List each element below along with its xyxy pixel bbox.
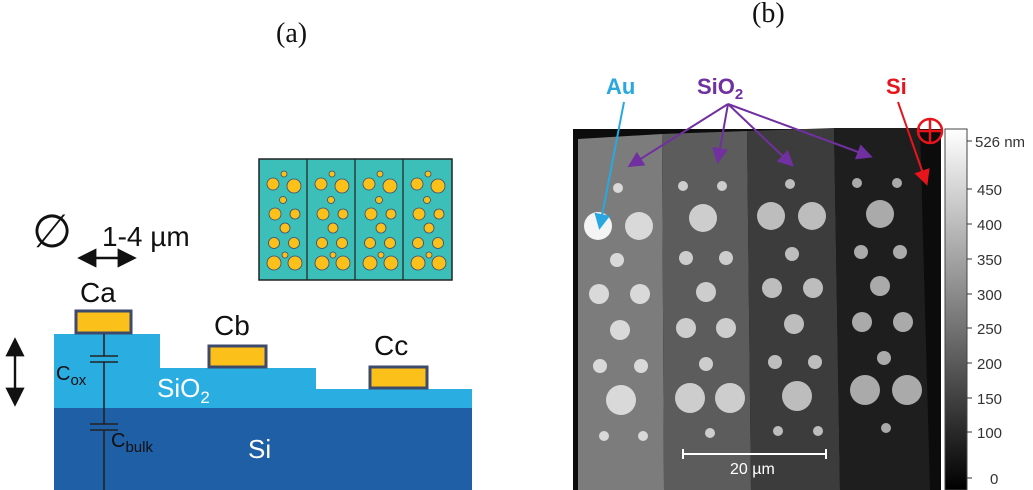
- sio2-label: SiO2: [697, 74, 743, 103]
- colorbar-tick-label: 400: [977, 217, 1002, 234]
- colorbar-tick-label: 526 nm: [975, 134, 1025, 151]
- au-arrow: [594, 101, 625, 230]
- afm-image: [573, 128, 941, 490]
- colorbar-tick-label: 350: [977, 252, 1002, 269]
- colorbar-tick-label: 450: [977, 182, 1002, 199]
- colorbar-tick-label: 100: [977, 425, 1002, 442]
- size-range-label: 1-4 µm: [102, 221, 190, 252]
- pad-cc: [368, 365, 429, 390]
- pad-label-cc: Cc: [374, 330, 408, 361]
- oxide-label: SiO2: [157, 373, 210, 407]
- cbulk-label: Cbulk: [111, 430, 153, 456]
- pad-ca: [74, 309, 133, 335]
- crosshair-circle-icon: [916, 117, 944, 145]
- pad-label-cb: Cb: [214, 310, 250, 341]
- colorbar: [944, 128, 968, 490]
- inset-pattern: [258, 158, 453, 281]
- colorbar-tick-label: 150: [977, 391, 1002, 408]
- si-label: Si: [886, 74, 907, 99]
- capacitor-circuit: [90, 334, 118, 490]
- diameter-icon: ∅: [32, 205, 72, 257]
- scale-bar-label: 20 µm: [730, 461, 775, 478]
- si-arrow: [897, 101, 930, 186]
- colorbar-ticks: [967, 140, 972, 479]
- colorbar-tick-label: 200: [977, 356, 1002, 373]
- substrate-label: Si: [248, 434, 271, 464]
- panel-b-label: (b): [752, 0, 785, 29]
- device-cross-section: [54, 334, 472, 490]
- colorbar-tick-label: 300: [977, 287, 1002, 304]
- panel-a-label: (a): [276, 18, 307, 49]
- sio2-arrows: [627, 103, 873, 168]
- colorbar-tick-label: 250: [977, 321, 1002, 338]
- cox-label: Cox: [56, 363, 87, 389]
- pad-label-ca: Ca: [80, 277, 116, 308]
- au-label: Au: [606, 74, 635, 99]
- pad-cb: [207, 344, 268, 369]
- colorbar-tick-label: 0: [990, 471, 998, 488]
